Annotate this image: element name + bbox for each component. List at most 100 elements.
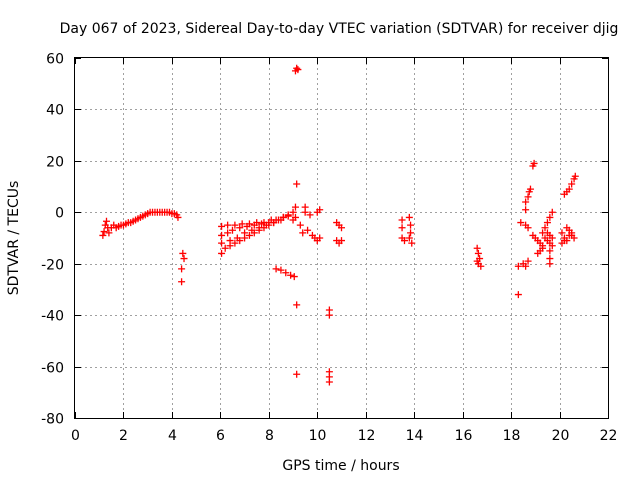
- data-point: [248, 226, 256, 234]
- data-point: [277, 216, 285, 224]
- data-point: [100, 228, 108, 236]
- data-point: [293, 180, 301, 188]
- x-tick-label: 4: [168, 428, 177, 444]
- data-point: [474, 249, 482, 257]
- data-point: [405, 234, 413, 242]
- x-tick-label: 20: [552, 428, 570, 444]
- data-point: [316, 234, 324, 242]
- data-point: [473, 244, 481, 252]
- data-point: [272, 265, 280, 273]
- data-point: [231, 239, 239, 247]
- data-point: [105, 229, 113, 237]
- data-point: [316, 206, 324, 214]
- chart-title: Day 067 of 2023, Sidereal Day-to-day VTE…: [60, 21, 619, 37]
- data-point: [245, 220, 253, 228]
- data-point: [294, 66, 302, 74]
- data-point: [514, 262, 522, 270]
- data-point: [270, 219, 278, 227]
- data-point: [299, 229, 307, 237]
- data-point: [284, 212, 292, 220]
- data-point: [568, 231, 576, 239]
- data-point: [565, 226, 573, 234]
- x-tick-label: 6: [216, 428, 225, 444]
- data-point: [236, 224, 244, 232]
- data-point: [325, 311, 333, 319]
- tick-labels: 0 2 4 6 8 10 12 14 16 18 20 22 60 40 20 0 -20 -40 -60 -80: [41, 52, 617, 445]
- data-point: [255, 224, 263, 232]
- data-point: [338, 237, 345, 245]
- data-point: [287, 271, 295, 279]
- data-point: [543, 219, 551, 227]
- data-point: [291, 203, 299, 211]
- data-point: [102, 217, 110, 225]
- data-point: [277, 266, 285, 274]
- data-point: [99, 231, 107, 239]
- data-point: [548, 208, 556, 216]
- data-point: [178, 278, 186, 286]
- data-point: [174, 213, 182, 221]
- data-point: [565, 185, 573, 193]
- data-point: [546, 213, 554, 221]
- data-point: [548, 234, 556, 242]
- data-point: [306, 211, 314, 219]
- data-point: [522, 262, 530, 270]
- data-point: [398, 224, 406, 232]
- data-point: [293, 64, 301, 72]
- data-point: [325, 378, 333, 386]
- y-axis-label: SDTVAR / TECUs: [6, 181, 22, 296]
- x-tick-label: 16: [455, 428, 473, 444]
- y-tick-label: 0: [55, 206, 64, 222]
- x-axis-label: GPS time / hours: [282, 458, 399, 474]
- data-point: [560, 237, 568, 245]
- x-tick-label: 0: [71, 428, 80, 444]
- data-point: [546, 260, 554, 268]
- data-point: [226, 237, 234, 245]
- data-point: [407, 229, 415, 237]
- data-point: [179, 249, 187, 257]
- data-point: [541, 224, 549, 232]
- y-tick-label: -60: [41, 361, 64, 377]
- data-point: [291, 213, 299, 221]
- data-point: [400, 237, 408, 245]
- data-point: [539, 244, 547, 252]
- data-point: [477, 262, 485, 270]
- data-point: [522, 206, 530, 214]
- data-point: [405, 213, 413, 221]
- x-tick-label: 18: [503, 428, 521, 444]
- data-point: [407, 221, 415, 229]
- data-point: [526, 185, 534, 193]
- data-point: [218, 222, 226, 230]
- data-point: [180, 255, 188, 263]
- y-tick-label: 60: [46, 52, 64, 68]
- data-point: [218, 249, 226, 257]
- data-point: [530, 159, 538, 167]
- data-point: [231, 221, 239, 229]
- y-tick-label: -40: [41, 309, 64, 325]
- data-point: [524, 193, 532, 201]
- data-point: [473, 257, 481, 265]
- data-point: [338, 224, 345, 232]
- data-point: [571, 172, 579, 180]
- data-point: [524, 257, 532, 265]
- data-point: [517, 219, 525, 227]
- data-point: [408, 239, 416, 247]
- data-points: [99, 64, 579, 386]
- axis-ticks: [75, 58, 609, 419]
- x-tick-label: 14: [406, 428, 424, 444]
- data-point: [253, 219, 261, 227]
- data-point: [293, 370, 301, 378]
- data-point: [548, 242, 556, 250]
- x-tick-label: 2: [119, 428, 128, 444]
- data-point: [568, 180, 576, 188]
- data-point: [221, 244, 229, 252]
- data-point: [224, 221, 232, 229]
- data-point: [228, 226, 236, 234]
- data-point: [245, 231, 253, 239]
- data-point: [398, 216, 406, 224]
- data-point: [282, 269, 290, 277]
- data-point: [178, 265, 186, 273]
- data-point: [233, 234, 241, 242]
- data-point: [290, 273, 298, 281]
- x-tick-label: 12: [358, 428, 376, 444]
